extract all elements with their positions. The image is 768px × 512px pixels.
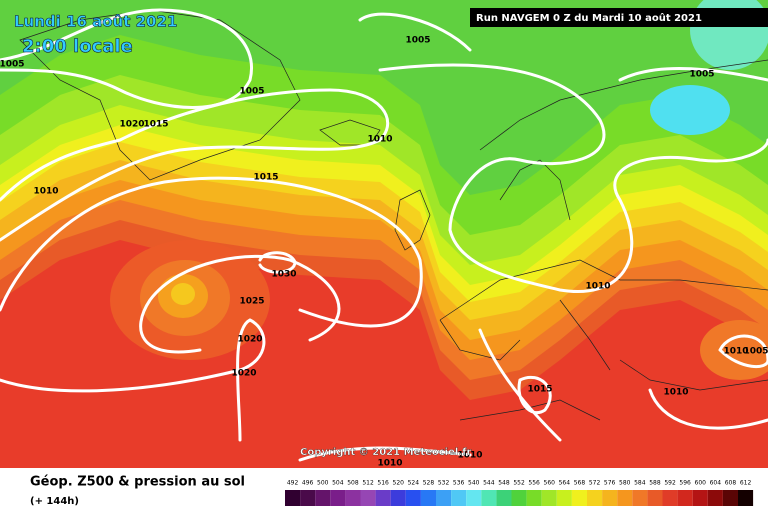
colorbar-swatch	[677, 490, 693, 506]
isobar-label: 1025	[239, 297, 264, 307]
colorbar-label: 496	[302, 480, 314, 487]
colorbar-swatch	[602, 490, 618, 506]
isobar-label: 1010	[585, 282, 610, 292]
colorbar-swatch	[511, 490, 527, 506]
footer-title: Géop. Z500 & pression au sol	[30, 475, 245, 490]
colorbar-label: 492	[287, 480, 299, 487]
colorbar-swatch	[738, 490, 754, 506]
colorbar-swatch	[707, 490, 723, 506]
isobar-label: 1010	[457, 451, 482, 461]
isobar-label: 1015	[253, 173, 278, 183]
colorbar-swatch	[420, 490, 436, 506]
colorbar-swatch	[451, 490, 467, 506]
colorbar-label: 560	[544, 480, 556, 487]
colorbar-swatch	[330, 490, 346, 506]
time-label: 2:00 locale	[22, 36, 133, 57]
colorbar-label: 592	[664, 480, 676, 487]
z500-band	[0, 0, 768, 195]
colorbar-swatch	[375, 490, 391, 506]
colorbar-swatch	[647, 490, 663, 506]
colorbar-label: 504	[332, 480, 344, 487]
isobar-label: 1010	[33, 187, 58, 197]
isobar-label: 1005	[405, 36, 430, 46]
colorbar-swatch	[662, 490, 678, 506]
colorbar-label: 544	[483, 480, 495, 487]
isobar-label: 1010	[723, 347, 748, 357]
colorbar-swatch	[556, 490, 572, 506]
isobar-label: 1020	[237, 335, 262, 345]
colorbar-swatch	[541, 490, 557, 506]
colorbar-label: 576	[604, 480, 616, 487]
isobars	[0, 8, 768, 462]
isobar-label: 1020	[119, 120, 144, 130]
colorbar-label: 612	[740, 480, 752, 487]
colorbar-swatch	[526, 490, 542, 506]
colorbar-label: 520	[393, 480, 405, 487]
isobar-label: 1030	[271, 270, 296, 280]
run-label: Run NAVGEM 0 Z du Mardi 10 août 2021	[476, 12, 702, 24]
colorbar-label: 580	[619, 480, 631, 487]
isobar-label: 1005	[689, 70, 714, 80]
colorbar-label: 608	[725, 480, 737, 487]
colorbar-label: 548	[498, 480, 510, 487]
colorbar-label: 540	[468, 480, 480, 487]
copyright: Copyright © 2021 Meteociel.fr	[300, 447, 471, 458]
colorbar-swatch	[345, 490, 361, 506]
colorbar-label: 512	[362, 480, 374, 487]
colorbar-label: 564	[559, 480, 571, 487]
run-box	[470, 8, 768, 27]
colorbar-swatch	[617, 490, 633, 506]
colorbar-label: 584	[634, 480, 646, 487]
colorbar-swatch	[300, 490, 316, 506]
colorbar-label: 596	[679, 480, 691, 487]
colorbar-label: 528	[423, 480, 435, 487]
colorbar-swatch	[285, 490, 301, 506]
isobar-label: 1005	[0, 60, 25, 70]
colorbar-swatch	[390, 490, 406, 506]
isobar-label: 1020	[231, 369, 256, 379]
isobar-label: 1010	[377, 459, 402, 469]
colorbar-label: 516	[377, 480, 389, 487]
colorbar-swatch	[360, 490, 376, 506]
colorbar-label: 508	[347, 480, 359, 487]
isobar-label: 1010	[663, 388, 688, 398]
isobar-labels: 1005100510051020101510101010100510151030…	[0, 36, 768, 469]
date-label: Lundi 16 août 2021	[14, 13, 177, 31]
colorbar-label: 536	[453, 480, 465, 487]
isobar-label: 1015	[143, 120, 168, 130]
colorbar-swatch	[405, 490, 421, 506]
colorbar-swatch	[436, 490, 452, 506]
colorbar-label: 604	[710, 480, 722, 487]
colorbar-label: 552	[513, 480, 525, 487]
colorbar: 492 496 500 504 508 512 516 520 524 528 532 536 540 5…	[285, 480, 754, 506]
colorbar-label: 532	[438, 480, 450, 487]
colorbar-swatch	[315, 490, 331, 506]
colorbar-label: 524	[408, 480, 420, 487]
isobar-label: 1005	[743, 347, 768, 357]
colorbar-swatch	[571, 490, 587, 506]
colorbar-swatch	[632, 490, 648, 506]
colorbar-label: 556	[528, 480, 540, 487]
colorbar-label: 600	[695, 480, 707, 487]
colorbar-label: 572	[589, 480, 601, 487]
colorbar-swatch	[496, 490, 512, 506]
isobar-label: 1010	[367, 135, 392, 145]
isobar-label: 1005	[239, 87, 264, 97]
colorbar-swatch	[692, 490, 708, 506]
colorbar-swatch	[481, 490, 497, 506]
footer-lead: (+ 144h)	[30, 496, 79, 507]
colorbar-label: 588	[649, 480, 661, 487]
isobar-label: 1015	[527, 385, 552, 395]
colorbar-label: 568	[574, 480, 586, 487]
colorbar-swatch	[587, 490, 603, 506]
colorbar-label: 500	[317, 480, 329, 487]
colorbar-swatch	[466, 490, 482, 506]
colorbar-swatch	[722, 490, 738, 506]
